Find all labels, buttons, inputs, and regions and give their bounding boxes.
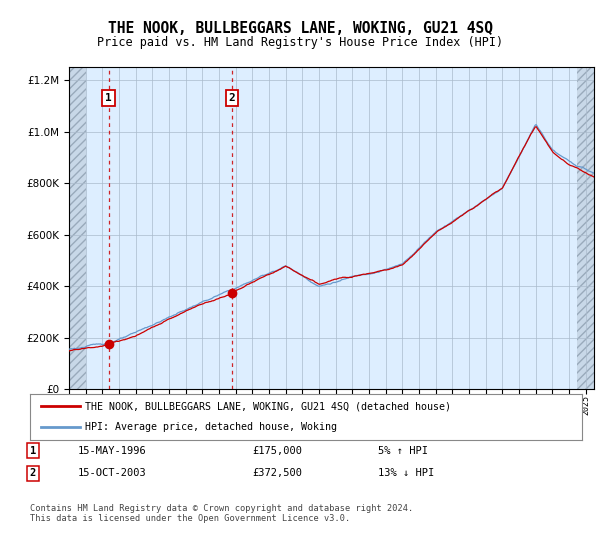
Text: 1: 1 bbox=[105, 93, 112, 103]
Text: 2: 2 bbox=[30, 468, 36, 478]
Text: THE NOOK, BULLBEGGARS LANE, WOKING, GU21 4SQ: THE NOOK, BULLBEGGARS LANE, WOKING, GU21… bbox=[107, 21, 493, 36]
Text: 2: 2 bbox=[229, 93, 236, 103]
Text: Contains HM Land Registry data © Crown copyright and database right 2024.
This d: Contains HM Land Registry data © Crown c… bbox=[30, 504, 413, 524]
Bar bbox=[577, 67, 594, 389]
Text: 15-MAY-1996: 15-MAY-1996 bbox=[78, 446, 147, 456]
Text: Price paid vs. HM Land Registry's House Price Index (HPI): Price paid vs. HM Land Registry's House … bbox=[97, 36, 503, 49]
Text: HPI: Average price, detached house, Woking: HPI: Average price, detached house, Woki… bbox=[85, 422, 337, 432]
Text: £175,000: £175,000 bbox=[252, 446, 302, 456]
Text: 15-OCT-2003: 15-OCT-2003 bbox=[78, 468, 147, 478]
Text: 13% ↓ HPI: 13% ↓ HPI bbox=[378, 468, 434, 478]
Text: THE NOOK, BULLBEGGARS LANE, WOKING, GU21 4SQ (detached house): THE NOOK, BULLBEGGARS LANE, WOKING, GU21… bbox=[85, 401, 451, 411]
Text: 1: 1 bbox=[30, 446, 36, 456]
Text: £372,500: £372,500 bbox=[252, 468, 302, 478]
Bar bbox=[69, 67, 86, 389]
Text: 5% ↑ HPI: 5% ↑ HPI bbox=[378, 446, 428, 456]
